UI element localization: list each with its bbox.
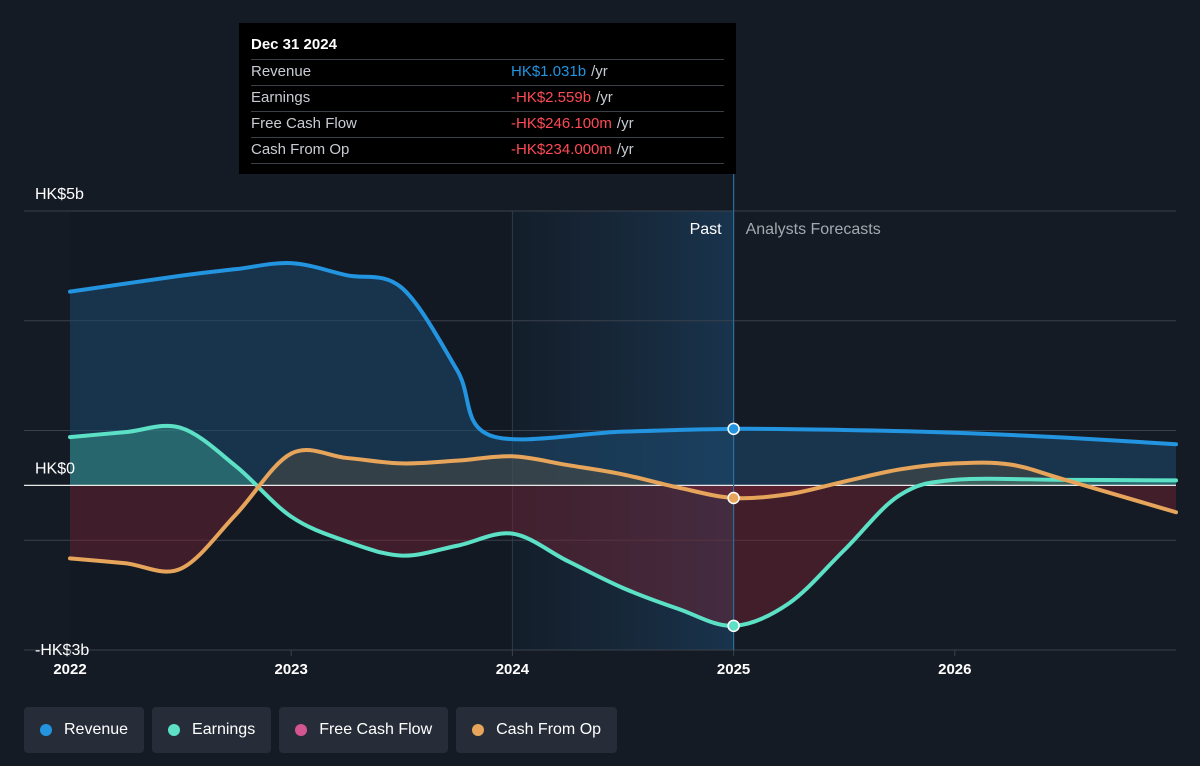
area-earnings-positive: [70, 425, 1176, 486]
area-earnings-negative: [70, 485, 1176, 626]
legend-dot-icon: [295, 724, 308, 736]
tooltip-value: HK$1.031b: [511, 63, 587, 80]
tooltip-unit: /yr: [616, 115, 634, 132]
y-tick-label: HK$5b: [35, 186, 84, 203]
tooltip-date: Dec 31 2024: [251, 36, 337, 53]
tooltip-unit: /yr: [596, 89, 613, 106]
legend-label: Revenue: [64, 721, 129, 738]
legend-item-free-cash-flow[interactable]: Free Cash Flow: [279, 707, 449, 753]
chart-legend: Revenue Earnings Free Cash Flow Cash Fro…: [24, 707, 618, 753]
marker-cash-from-op: [727, 491, 740, 505]
x-tick-label: 2024: [496, 661, 530, 678]
tooltip-value: -HK$246.100m: [511, 115, 612, 132]
tooltip-label: Revenue: [251, 63, 312, 80]
tooltip-unit: /yr: [616, 141, 634, 158]
tooltip-row-revenue: Revenue HK$1.031b /yr: [251, 59, 724, 85]
tooltip-value: -HK$234.000m: [511, 141, 612, 158]
tooltip-label: Cash From Op: [251, 141, 350, 158]
marker-earnings: [727, 619, 740, 633]
legend-label: Free Cash Flow: [319, 721, 433, 738]
tooltip-row-earnings: Earnings -HK$2.559b /yr: [251, 85, 724, 111]
legend-item-cash-from-op[interactable]: Cash From Op: [456, 707, 618, 753]
tooltip-row-free-cash-flow: Free Cash Flow -HK$246.100m /yr: [251, 111, 724, 137]
x-tick-label: 2025: [717, 661, 750, 678]
area-revenue-positive: [70, 262, 1176, 486]
legend-label: Cash From Op: [496, 721, 602, 738]
chart-area: HK$5b HK$0 -HK$3b 2022 2023 2024 2025 2026 Past A…: [24, 172, 1178, 678]
chart-tooltip: Dec 31 2024 Revenue HK$1.031b /yr Earnin…: [239, 23, 736, 174]
x-tick-label: 2022: [53, 661, 86, 678]
y-tick-label: HK$0: [35, 460, 75, 477]
legend-label: Earnings: [192, 721, 256, 738]
tooltip-value: -HK$2.559b: [511, 89, 592, 106]
area-cash-from-op-negative: [70, 485, 1176, 572]
legend-dot-icon: [168, 724, 181, 736]
series-line-earnings: [68, 423, 1178, 628]
series-line-revenue: [68, 261, 1178, 447]
legend-dot-icon: [40, 724, 52, 736]
series-line-cash-from-op: [68, 448, 1178, 574]
y-tick-label: -HK$3b: [35, 642, 89, 659]
marker-revenue: [727, 422, 740, 436]
region-label-forecast: Analysts Forecasts: [746, 221, 881, 238]
tooltip-unit: /yr: [591, 63, 608, 80]
x-tick-label: 2023: [275, 661, 308, 678]
tooltip-row-cash-from-op: Cash From Op -HK$234.000m /yr: [251, 137, 724, 164]
line-chart: HK$5b HK$0 -HK$3b 2022 2023 2024 2025 2026 Past A…: [24, 172, 1178, 678]
tooltip-label: Earnings: [251, 89, 311, 106]
legend-item-earnings[interactable]: Earnings: [152, 707, 272, 753]
region-label-past: Past: [690, 221, 723, 238]
tooltip-label: Free Cash Flow: [251, 115, 357, 132]
legend-dot-icon: [472, 724, 485, 736]
legend-item-revenue[interactable]: Revenue: [24, 707, 145, 753]
x-tick-label: 2026: [938, 661, 971, 678]
